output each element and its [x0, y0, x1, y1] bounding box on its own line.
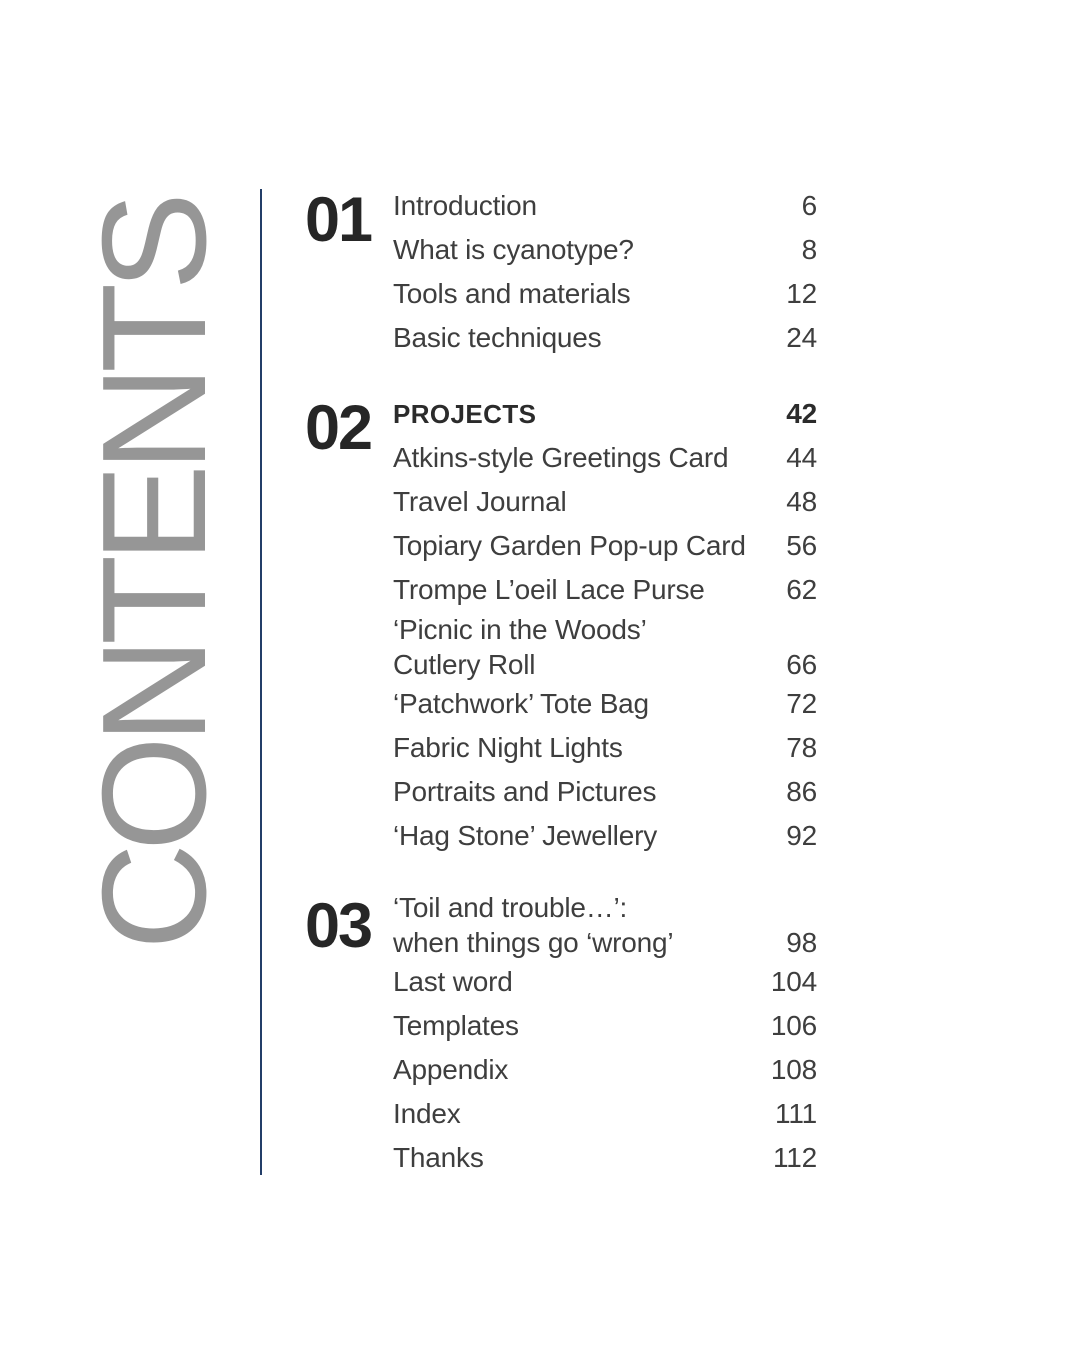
toc-entry-line: ‘Picnic in the Woods’ [393, 614, 647, 645]
section-number: 01 [305, 185, 373, 255]
toc-entry-page-number: 86 [786, 776, 817, 807]
toc-entry-line: Thanks [393, 1142, 484, 1173]
toc-entry: Appendix 108 [393, 1048, 817, 1092]
toc-entry: ‘Patchwork’ Tote Bag 72 [393, 682, 817, 726]
toc-entry-line: Last word [393, 966, 513, 997]
toc-entry-title: Index [393, 1092, 757, 1136]
section-items: PROJECTS 42 Atkins-style Greetings Card … [393, 392, 817, 858]
vertical-contents-title: CONTENTS [72, 186, 237, 950]
toc-entry-title: Trompe L’oeil Lace Purse [393, 568, 757, 612]
toc-entry-page-number: 12 [786, 278, 817, 309]
toc-entry: ‘Hag Stone’ Jewellery 92 [393, 814, 817, 858]
toc-entry-title: ‘Toil and trouble…’: when things go ‘wron… [393, 890, 757, 960]
toc-entry-title: Travel Journal [393, 480, 757, 524]
toc-entry-title: Appendix [393, 1048, 757, 1092]
toc-entry-page-number: 44 [786, 442, 817, 473]
toc-entry: Topiary Garden Pop-up Card 56 [393, 524, 817, 568]
toc-entry: PROJECTS 42 [393, 392, 817, 436]
toc-entry-line: Tools and materials [393, 278, 631, 309]
toc-entry: Fabric Night Lights 78 [393, 726, 817, 770]
toc-entry-line: Trompe L’oeil Lace Purse [393, 574, 705, 605]
toc-section: 02 PROJECTS 42 Atkins-style Greetings Ca… [305, 392, 817, 858]
toc-entry-line: Portraits and Pictures [393, 776, 657, 807]
toc-entry-title: Tools and materials [393, 272, 757, 316]
toc-entry-page-number: 106 [770, 1010, 817, 1041]
section-number: 02 [305, 393, 373, 463]
table-of-contents: 01 Introduction 6 What is cyanotype? 8 T… [305, 184, 817, 1212]
toc-entry-line: when things go ‘wrong’ [393, 927, 674, 958]
toc-entry-line: PROJECTS [393, 399, 537, 429]
toc-entry-page-number: 48 [786, 486, 817, 517]
toc-entry: Templates 106 [393, 1004, 817, 1048]
toc-entry-title: Atkins-style Greetings Card [393, 436, 757, 480]
toc-entry-title: Thanks [393, 1136, 757, 1180]
section-items: Introduction 6 What is cyanotype? 8 Tool… [393, 184, 817, 360]
toc-entry-line: Atkins-style Greetings Card [393, 442, 729, 473]
toc-entry-page-number: 24 [786, 322, 817, 353]
section-items: ‘Toil and trouble…’: when things go ‘wron… [393, 890, 817, 1180]
toc-entry: Basic techniques 24 [393, 316, 817, 360]
toc-entry-page-number: 56 [786, 530, 817, 561]
toc-entry-title: Topiary Garden Pop-up Card [393, 524, 757, 568]
toc-entry: Thanks 112 [393, 1136, 817, 1180]
toc-entry: Portraits and Pictures 86 [393, 770, 817, 814]
toc-entry: Last word 104 [393, 960, 817, 1004]
toc-entry: Travel Journal 48 [393, 480, 817, 524]
toc-entry-line: ‘Toil and trouble…’: [393, 892, 628, 923]
toc-entry-line: Index [393, 1098, 461, 1129]
toc-entry-title: Basic techniques [393, 316, 757, 360]
toc-entry: What is cyanotype? 8 [393, 228, 817, 272]
toc-entry-line: ‘Hag Stone’ Jewellery [393, 820, 658, 851]
toc-entry-page-number: 8 [801, 234, 818, 265]
toc-entry-page-number: 112 [772, 1142, 817, 1173]
toc-entry-line: Basic techniques [393, 322, 602, 353]
toc-entry: Trompe L’oeil Lace Purse 62 [393, 568, 817, 612]
toc-entry-title: ‘Picnic in the Woods’ Cutlery Roll [393, 612, 757, 682]
toc-entry-title: What is cyanotype? [393, 228, 757, 272]
toc-entry-page-number: 78 [786, 732, 817, 763]
toc-entry-page-number: 111 [775, 1098, 817, 1129]
toc-entry-line: Templates [393, 1010, 519, 1041]
toc-entry: Index 111 [393, 1092, 817, 1136]
toc-entry-title: Fabric Night Lights [393, 726, 757, 770]
toc-entry-page-number: 108 [770, 1054, 817, 1085]
section-number: 03 [305, 891, 373, 961]
toc-entry-title: ‘Hag Stone’ Jewellery [393, 814, 757, 858]
toc-entry-page-number: 66 [786, 649, 817, 680]
toc-entry-line: Appendix [393, 1054, 509, 1085]
toc-entry-page-number: 92 [786, 820, 817, 851]
toc-entry: Tools and materials 12 [393, 272, 817, 316]
toc-entry-page-number: 62 [786, 574, 817, 605]
toc-entry-page-number: 104 [770, 966, 817, 997]
toc-entry-title: PROJECTS [393, 392, 757, 436]
toc-entry-page-number: 6 [801, 190, 818, 221]
toc-entry-title: Last word [393, 960, 757, 1004]
vertical-divider-line [260, 189, 262, 1175]
toc-entry-page-number: 72 [786, 688, 817, 719]
toc-entry-line: Travel Journal [393, 486, 567, 517]
contents-title-text: CONTENTS [72, 200, 237, 950]
toc-entry-line: Introduction [393, 190, 537, 221]
toc-entry: ‘Picnic in the Woods’ Cutlery Roll 66 [393, 612, 817, 682]
toc-entry-title: ‘Patchwork’ Tote Bag [393, 682, 757, 726]
toc-entry: Introduction 6 [393, 184, 817, 228]
toc-section: 03 ‘Toil and trouble…’: when things go ‘w… [305, 890, 817, 1180]
toc-entry-title: Templates [393, 1004, 757, 1048]
toc-entry-line: What is cyanotype? [393, 234, 634, 265]
toc-entry-line: Fabric Night Lights [393, 732, 623, 763]
toc-entry-page-number: 42 [786, 398, 817, 429]
toc-entry: Atkins-style Greetings Card 44 [393, 436, 817, 480]
toc-entry-line: Topiary Garden Pop-up Card [393, 530, 746, 561]
toc-entry-page-number: 98 [786, 927, 817, 958]
toc-entry: ‘Toil and trouble…’: when things go ‘wron… [393, 890, 817, 960]
toc-section: 01 Introduction 6 What is cyanotype? 8 T… [305, 184, 817, 360]
toc-entry-title: Introduction [393, 184, 757, 228]
toc-entry-line: ‘Patchwork’ Tote Bag [393, 688, 649, 719]
toc-entry-title: Portraits and Pictures [393, 770, 757, 814]
toc-entry-line: Cutlery Roll [393, 649, 536, 680]
